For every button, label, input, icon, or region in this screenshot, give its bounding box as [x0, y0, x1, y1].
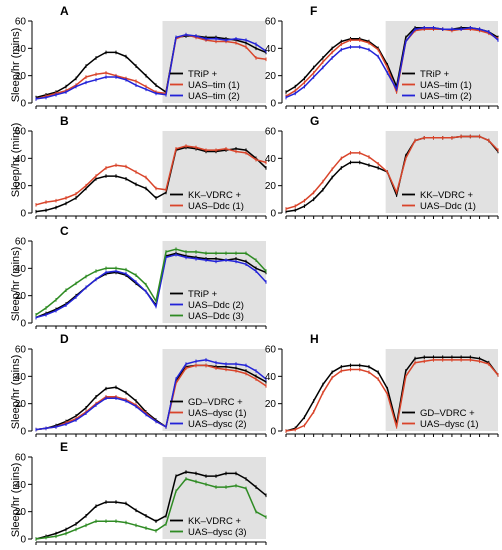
panel-e-y-tick-label: 40 [15, 480, 27, 491]
panel-f-series-2-line [285, 27, 499, 99]
panel-f-series-0-line [285, 27, 499, 93]
panel-h-series-0-line [285, 356, 499, 432]
panel-f-legend-label-0: TRiP + [420, 69, 450, 80]
panel-f: 0 20 40 60 F TRiP +UAS–tim (1)UAS–tim (2) [265, 4, 499, 110]
panel-e-letter: E [60, 440, 68, 454]
panel-a-series-2-line [35, 33, 267, 100]
panel-f-dark-period-shade [385, 21, 498, 103]
panel-e: 0 20 40 60 E KK–VDRC +UAS–dysc (3) [15, 440, 267, 546]
panel-d-y-tick-label: 0 [20, 427, 26, 438]
panel-a-y-tick-label: 0 [20, 99, 26, 110]
panel-a-series-0-line [35, 35, 267, 99]
panel-a-legend-label-1: UAS–tim (1) [188, 80, 240, 91]
panel-a: 0 20 40 60 A TRiP +UAS–tim (1)UAS–tim (2) [15, 4, 267, 110]
panel-h-y-tick-label: 20 [265, 399, 277, 410]
panel-g-y-tick-label: 60 [265, 127, 277, 138]
panel-g: 0 20 40 60 G KK–VDRC +UAS–Ddc (1) [265, 114, 499, 220]
panel-d-legend-label-1: UAS–dysc (1) [188, 408, 247, 419]
panel-b-legend-label-0: KK–VDRC + [188, 190, 242, 201]
panel-c-legend-label-2: UAS–Ddc (3) [188, 311, 244, 322]
panel-g-y-tick-label: 40 [265, 154, 277, 165]
panel-e-dark-period-shade [162, 457, 266, 539]
panel-e-series-0-line [35, 471, 267, 540]
panel-d-series-0-line [35, 364, 267, 431]
panel-b-legend-label-1: UAS–Ddc (1) [188, 201, 244, 212]
panel-b: 0 20 40 60 B KK–VDRC +UAS–Ddc (1) [15, 114, 267, 220]
panel-a-y-tick-label: 40 [15, 44, 27, 55]
panel-b-letter: B [60, 114, 69, 128]
panel-a-legend-label-2: UAS–tim (2) [188, 91, 240, 102]
panel-f-y-tick-label: 40 [265, 44, 277, 55]
panel-d: 0 20 40 60 D GD–VDRC +UAS–dysc (1)UAS–dysc (2… [15, 332, 267, 438]
panel-h-legend-label-1: UAS–dysc (1) [420, 419, 479, 430]
panel-g-y-tick-label: 20 [265, 181, 277, 192]
panel-a-dark-period-shade [162, 21, 266, 103]
panel-c: 0 20 40 60 C TRiP +UAS–Ddc (2)UAS–Ddc (3) [15, 224, 267, 330]
panel-c-y-tick-label: 40 [15, 264, 27, 275]
panel-e-y-tick-label: 0 [20, 535, 26, 546]
panel-c-y-tick-label: 0 [20, 319, 26, 330]
panel-d-y-tick-label: 20 [15, 399, 27, 410]
panel-h-y-tick-label: 0 [270, 427, 276, 438]
panel-c-series-1-line [35, 253, 267, 319]
panel-g-dark-period-shade [385, 131, 498, 213]
panel-g-letter: G [310, 114, 319, 128]
y-axis-label-row-4: Sleep/hr (mins) [10, 355, 22, 430]
panel-c-legend-label-0: TRiP + [188, 289, 218, 300]
panel-f-y-tick-label: 20 [265, 71, 277, 82]
panel-e-y-tick-label: 60 [15, 453, 27, 464]
panel-g-legend-label-1: UAS–Ddc (1) [420, 201, 476, 212]
panel-h: 0 20 40 60 H GD–VDRC +UAS–dysc (1) [265, 332, 499, 438]
y-axis-label-row-5: Sleep/hr (mins) [10, 463, 22, 538]
panel-d-series-2-line [35, 359, 267, 431]
panel-c-series-2-line [35, 248, 267, 316]
panel-e-series-1-line [35, 478, 267, 540]
panel-c-y-tick-label: 20 [15, 291, 27, 302]
panel-g-legend-label-0: KK–VDRC + [420, 190, 474, 201]
panel-b-y-tick-label: 0 [20, 209, 26, 220]
panel-f-y-tick-label: 60 [265, 17, 277, 28]
panel-b-series-1-line [35, 145, 267, 206]
panel-c-letter: C [60, 224, 69, 238]
panel-f-legend-label-2: UAS–tim (2) [420, 91, 472, 102]
y-axis-label-row-2: Sleep/hr (mins) [10, 123, 22, 198]
panel-b-y-tick-label: 40 [15, 154, 27, 165]
panel-a-legend-label-0: TRiP + [188, 69, 218, 80]
panel-d-y-tick-label: 60 [15, 345, 27, 356]
panel-a-letter: A [60, 4, 69, 18]
panel-c-y-tick-label: 60 [15, 237, 27, 248]
panel-e-y-tick-label: 20 [15, 507, 27, 518]
panel-f-legend-label-1: UAS–tim (1) [420, 80, 472, 91]
panel-a-y-tick-label: 20 [15, 71, 27, 82]
panel-g-series-1-line [285, 135, 499, 210]
panel-b-dark-period-shade [162, 131, 266, 213]
panel-d-y-tick-label: 40 [15, 372, 27, 383]
panel-h-y-tick-label: 60 [265, 345, 277, 356]
y-axis-label-row-1: Sleep/hr (mins) [10, 28, 22, 103]
panel-e-legend-label-0: KK–VDRC + [188, 516, 242, 527]
panel-a-series-1-line [35, 33, 267, 100]
panel-d-legend-label-0: GD–VDRC + [188, 397, 243, 408]
panel-c-legend-label-1: UAS–Ddc (2) [188, 300, 244, 311]
panel-b-y-tick-label: 20 [15, 181, 27, 192]
panel-f-letter: F [310, 4, 317, 18]
panel-b-y-tick-label: 60 [15, 127, 27, 138]
panel-h-y-tick-label: 40 [265, 372, 277, 383]
panel-g-y-tick-label: 0 [270, 209, 276, 220]
panel-f-y-tick-label: 0 [270, 99, 276, 110]
y-axis-label-row-3: Sleep/hr (mins) [10, 247, 22, 322]
panel-h-series-1-line [285, 359, 499, 432]
panel-h-letter: H [310, 332, 319, 346]
panel-a-y-tick-label: 60 [15, 17, 27, 28]
panel-e-legend-label-1: UAS–dysc (3) [188, 527, 247, 538]
panel-d-legend-label-2: UAS–dysc (2) [188, 419, 247, 430]
panel-h-legend-label-0: GD–VDRC + [420, 408, 475, 419]
panel-d-letter: D [60, 332, 69, 346]
